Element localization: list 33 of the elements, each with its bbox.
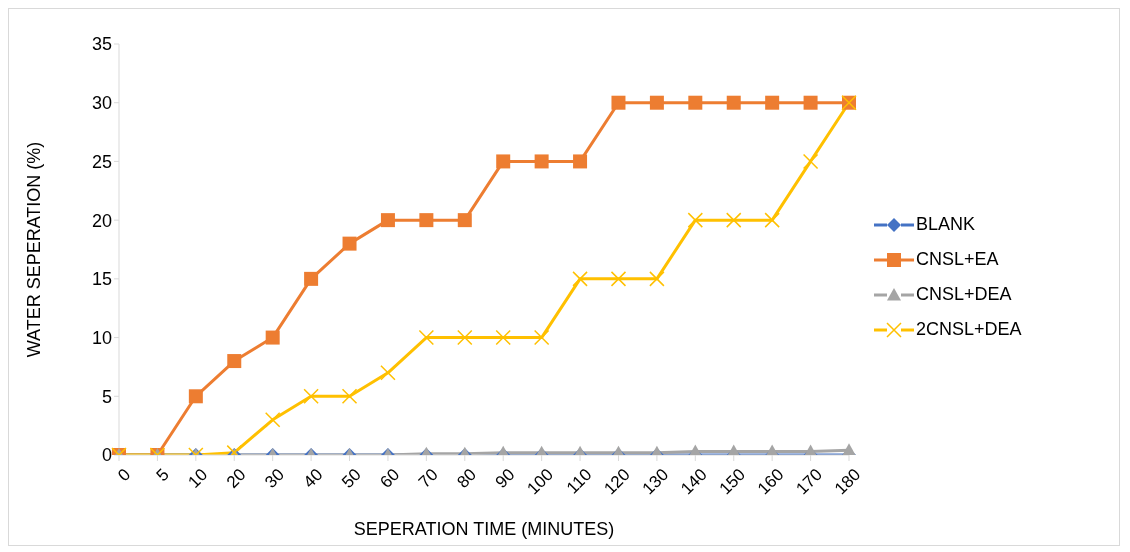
x-tick-label: 90 <box>491 464 519 492</box>
x-tick-label: 150 <box>715 464 750 499</box>
x-tick-label: 20 <box>222 464 250 492</box>
y-tick-label: 30 <box>91 93 112 114</box>
x-tick-label: 100 <box>523 464 557 499</box>
x-tick-label: 130 <box>638 464 673 499</box>
x-tick-label: 5 <box>152 464 173 486</box>
x-tick-label: 140 <box>677 464 711 499</box>
x-tick-label: 40 <box>299 464 327 492</box>
legend-label: CNSL+DEA <box>916 284 1012 305</box>
x-tick-label: 60 <box>376 464 404 492</box>
x-tick-label: 10 <box>184 464 212 492</box>
x-tick-label: 170 <box>792 464 826 499</box>
y-tick-label: 10 <box>91 327 112 348</box>
x-tick-label: 30 <box>261 464 289 492</box>
y-tick-label: 0 <box>101 445 112 466</box>
x-tick-label: 160 <box>754 464 788 499</box>
x-tick-label: 110 <box>562 464 596 498</box>
x-tick-label: 120 <box>600 464 634 499</box>
y-tick-label: 35 <box>91 34 112 55</box>
y-tick-label: 15 <box>91 269 112 290</box>
legend-label: 2CNSL+DEA <box>916 319 1022 340</box>
y-tick-label: 25 <box>91 151 112 172</box>
x-tick-label: 70 <box>414 464 442 492</box>
legend-label: BLANK <box>916 214 976 235</box>
x-tick-label: 50 <box>338 464 365 492</box>
x-tick-label: 180 <box>830 464 865 499</box>
y-axis-title: WATER SEPERATION (%) <box>24 141 45 358</box>
x-axis-title: SEPERATION TIME (MINUTES) <box>353 519 615 539</box>
y-tick-label: 5 <box>101 386 112 407</box>
x-tick-label: 80 <box>453 464 481 492</box>
y-tick-label: 20 <box>91 210 112 231</box>
legend-label: CNSL+EA <box>916 249 999 270</box>
